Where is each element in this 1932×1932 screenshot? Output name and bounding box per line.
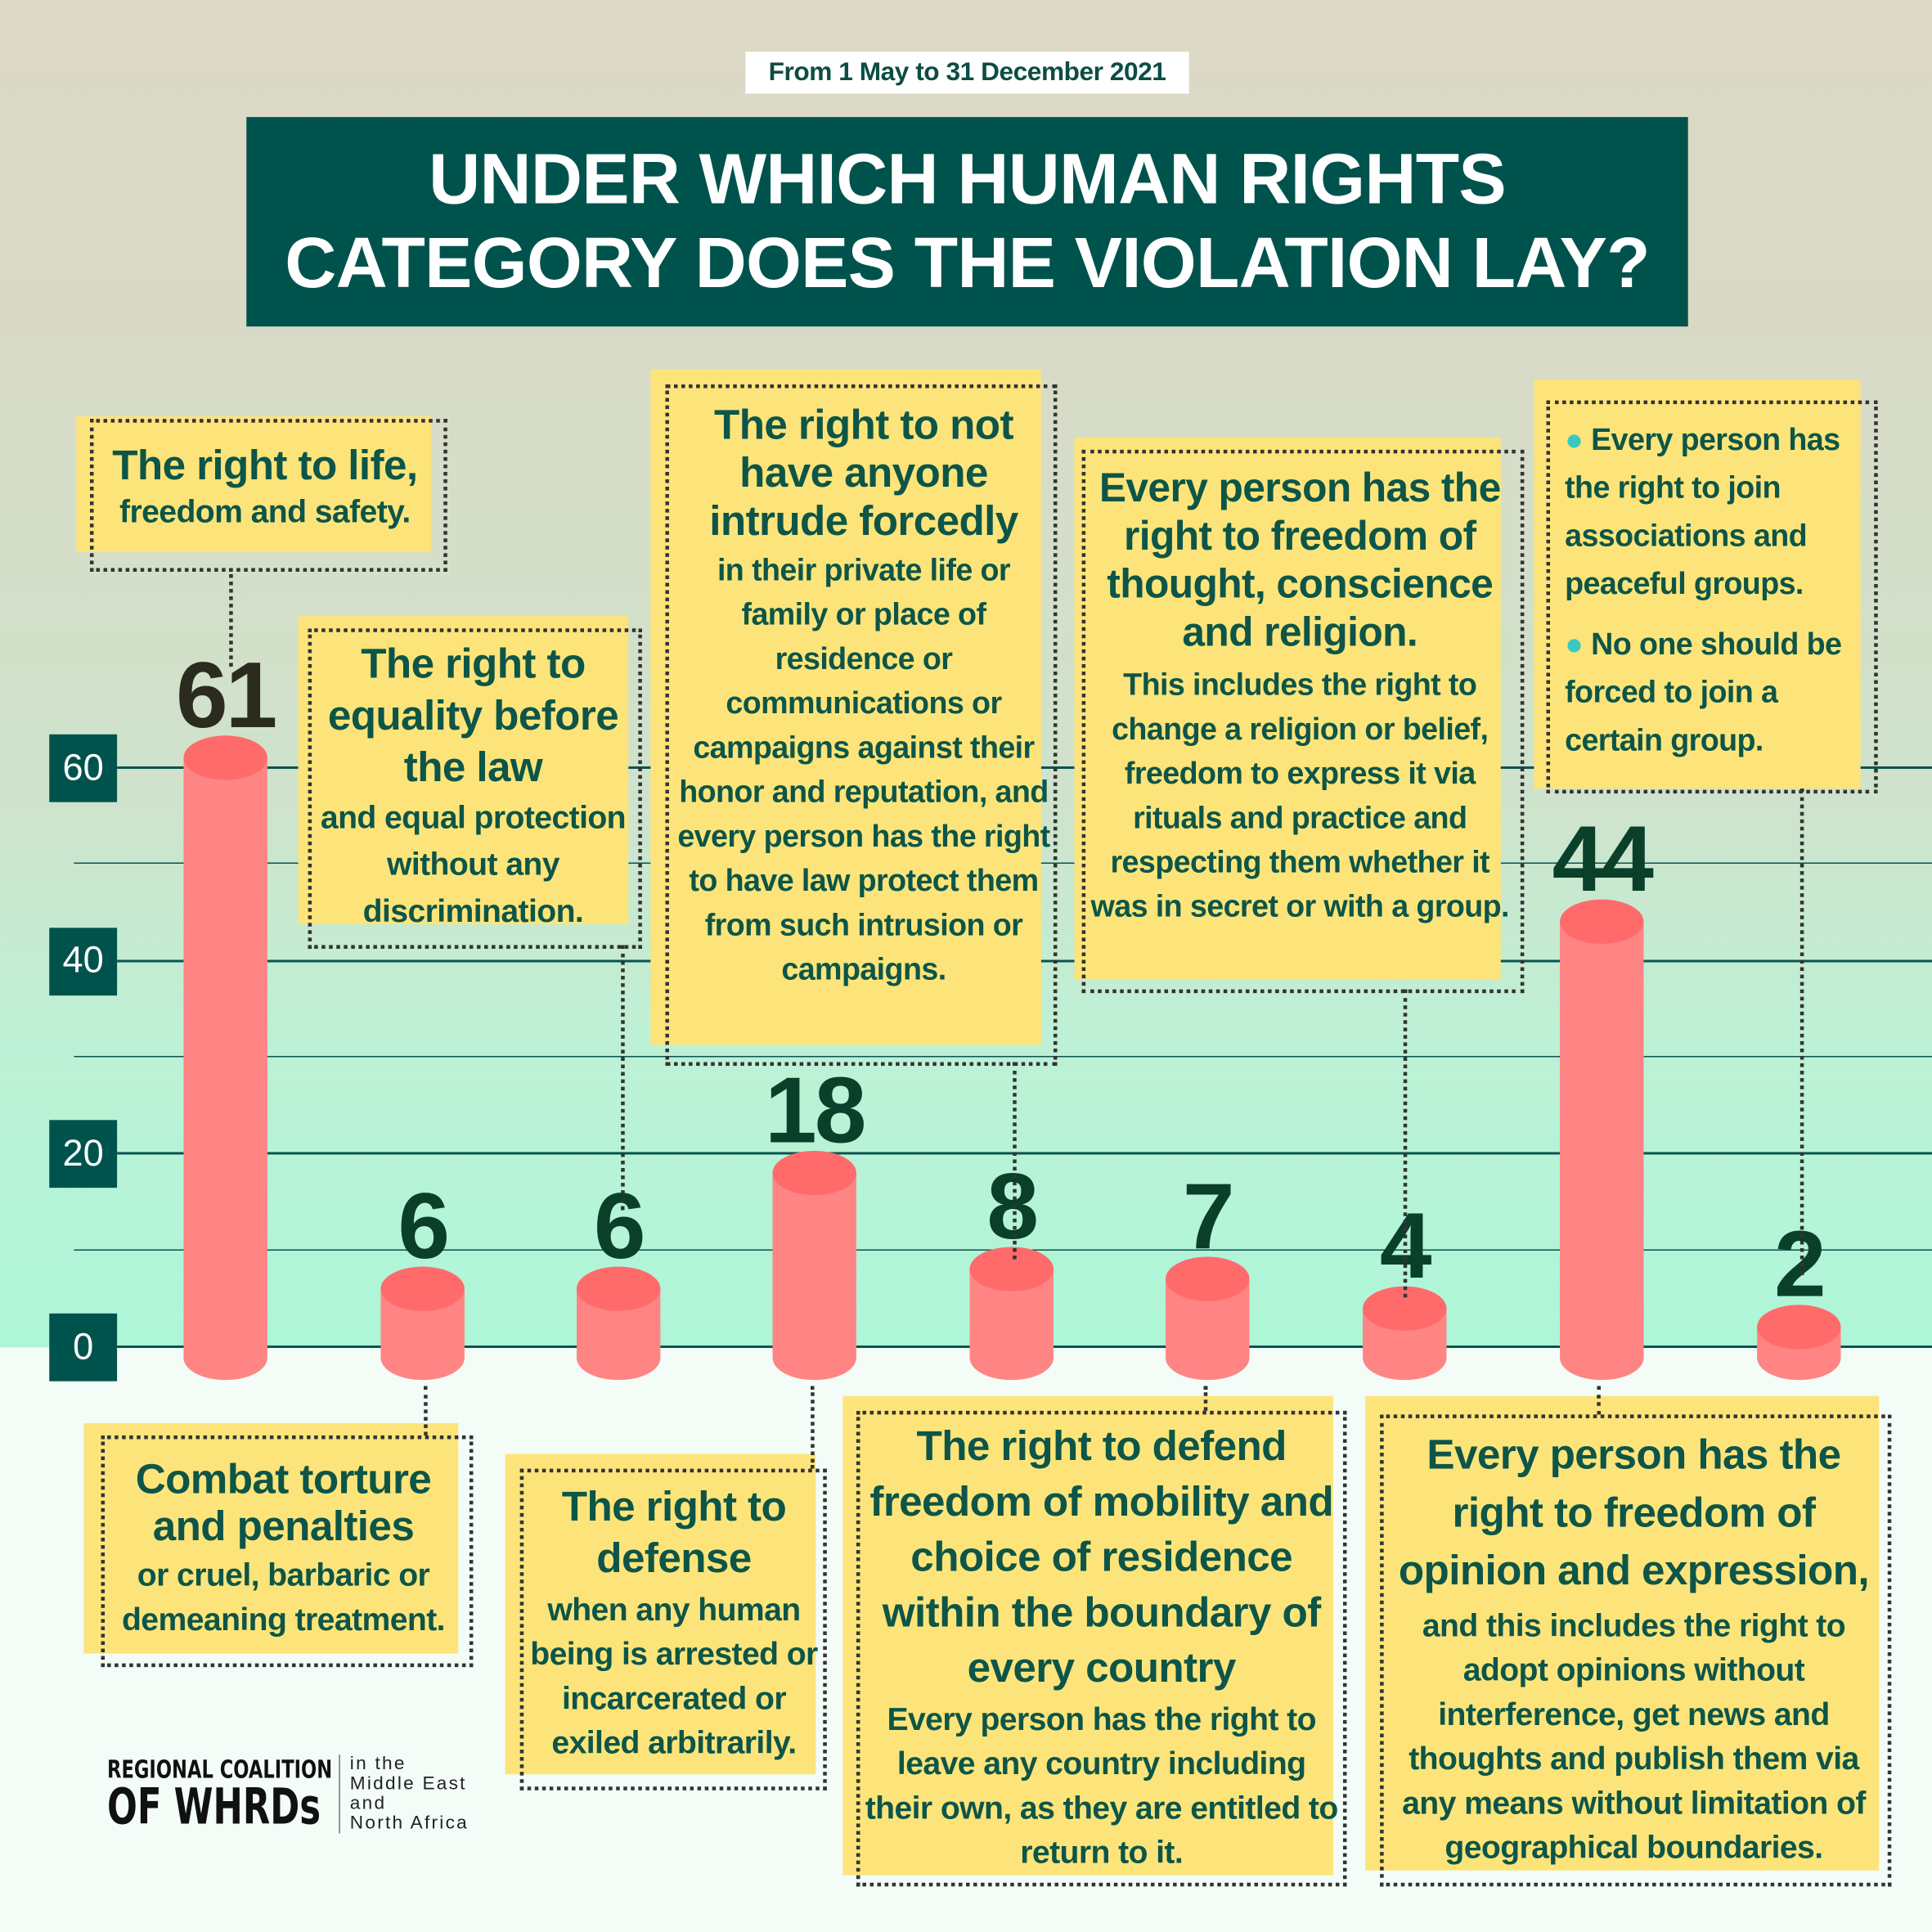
bar-top (576, 1266, 661, 1311)
bullet-icon: ● (1565, 627, 1592, 662)
gridline-major (117, 1152, 1932, 1155)
connector-line (424, 1386, 428, 1436)
bullet-item: ● Every person has the right to join ass… (1565, 416, 1861, 609)
callout-bg (83, 1422, 459, 1654)
connector-line (1013, 1062, 1017, 1260)
callout-bg (842, 1395, 1333, 1876)
gridline-minor (74, 1055, 1932, 1058)
bar-value-label: 6 (398, 1174, 450, 1279)
bar-value-label: 61 (175, 643, 277, 748)
bullet-icon: ● (1565, 422, 1592, 457)
logo-line-2: OF WHRDs (107, 1779, 321, 1836)
bar-value-label: 18 (765, 1058, 866, 1164)
bar-value-label: 2 (1773, 1212, 1826, 1318)
callout-body: when any human being is arrested or inca… (530, 1590, 818, 1761)
callout-opinion: Every person has the right to freedom of… (1380, 1427, 1888, 1869)
callout-torture: Combat torture and penalties or cruel, b… (99, 1457, 469, 1642)
bar-value-label: 44 (1552, 807, 1654, 913)
y-tick-label: 60 (49, 734, 118, 802)
callout-associations: ● Every person has the right to join ass… (1565, 416, 1861, 765)
logo-wordmark: REGIONAL COALITION OF WHRDs (107, 1755, 333, 1836)
callout-heading: The right to defense (561, 1483, 787, 1583)
callout-heading: The right to life, (112, 442, 418, 490)
callout-bg (505, 1453, 816, 1775)
bar-value-label: 6 (593, 1174, 646, 1279)
callout-border (519, 1468, 827, 1790)
logo-region-line: and (349, 1792, 387, 1814)
logo-region-line: Middle East (349, 1772, 467, 1795)
callout-body: and this includes the right to adopt opi… (1402, 1606, 1866, 1866)
bar (1560, 922, 1644, 1381)
callout-body: freedom and safety. (119, 492, 411, 530)
connector-line (621, 945, 625, 1211)
bar-top (380, 1266, 465, 1311)
bar-top (1166, 1256, 1250, 1301)
connector-line (229, 568, 233, 667)
logo-region: in the Middle East and North Africa (349, 1753, 469, 1834)
callout-life: The right to life, freedom and safety. (86, 441, 443, 532)
title-line-2: CATEGORY DOES THE VIOLATION LAY? (285, 222, 1650, 303)
callout-bg (1365, 1395, 1880, 1871)
callout-border (1081, 449, 1525, 994)
bar (183, 757, 267, 1381)
callout-intrusion: The right to not have anyone intrude for… (675, 402, 1052, 992)
callout-thought: Every person has the right to freedom of… (1085, 463, 1516, 928)
logo-region-line: in the (349, 1753, 407, 1775)
callout-bg (650, 369, 1041, 1045)
bullet-item: ● No one should be forced to join a cert… (1565, 621, 1861, 765)
callout-border (856, 1410, 1347, 1887)
callout-border (1380, 1414, 1892, 1887)
logo: REGIONAL COALITION OF WHRDs in the Middl… (107, 1753, 469, 1836)
y-tick-label: 0 (49, 1313, 118, 1382)
callout-heading: The right to defend freedom of mobility … (869, 1422, 1334, 1692)
callout-body: and equal protection without any discrim… (320, 798, 627, 929)
callout-border (89, 419, 447, 572)
callout-heading: Every person has the right to freedom of… (1398, 1431, 1870, 1595)
callout-border (308, 628, 642, 949)
y-tick-label: 20 (49, 1120, 118, 1188)
callout-body: in their private life or family or place… (677, 553, 1050, 987)
callout-heading: The right to not have anyone intrude for… (709, 402, 1018, 545)
callout-bg (76, 416, 432, 552)
callout-border (665, 384, 1058, 1067)
connector-line (1403, 989, 1408, 1298)
bar-top (1560, 900, 1644, 945)
y-tick-label: 40 (49, 927, 118, 995)
bar-value-label: 7 (1182, 1164, 1235, 1269)
callout-heading: Every person has the right to freedom of… (1099, 464, 1501, 654)
bar-top (183, 735, 267, 780)
logo-line-1: REGIONAL COALITION (107, 1755, 333, 1785)
page-title: UNDER WHICH HUMAN RIGHTS CATEGORY DOES T… (246, 117, 1688, 327)
callout-equality: The right to equality before the law and… (311, 638, 636, 934)
bullet-text: No one should be forced to join a certai… (1565, 627, 1842, 758)
callout-mobility: The right to defend freedom of mobility … (862, 1419, 1340, 1874)
date-range: From 1 May to 31 December 2021 (745, 52, 1189, 94)
bar-top (969, 1247, 1054, 1292)
callout-heading: Combat torture and penalties (135, 1456, 432, 1551)
connector-line (1799, 789, 1804, 1276)
logo-region-line: North Africa (349, 1812, 469, 1834)
connector-line (1203, 1386, 1208, 1411)
callout-border (101, 1435, 474, 1668)
bar-value-label: 8 (986, 1154, 1039, 1260)
callout-heading: The right to equality before the law (327, 640, 619, 792)
callout-bg (1074, 437, 1501, 980)
logo-divider (339, 1755, 340, 1834)
callout-bg (1534, 379, 1861, 789)
connector-line (1597, 1386, 1601, 1415)
callout-border (1546, 400, 1878, 794)
callout-body: This includes the right to change a reli… (1090, 667, 1510, 924)
callout-body: or cruel, barbaric or demeaning treatmen… (121, 1556, 446, 1638)
bar-top (772, 1150, 856, 1196)
bar (772, 1173, 856, 1381)
bar-top (1757, 1305, 1841, 1350)
callout-bg (298, 616, 629, 924)
callout-defense: The right to defense when any human bein… (520, 1481, 829, 1764)
title-line-1: UNDER WHICH HUMAN RIGHTS (429, 139, 1506, 220)
callout-body: Every person has the right to leave any … (865, 1700, 1339, 1871)
bullet-text: Every person has the right to join assoc… (1565, 422, 1840, 602)
connector-line (811, 1386, 815, 1469)
